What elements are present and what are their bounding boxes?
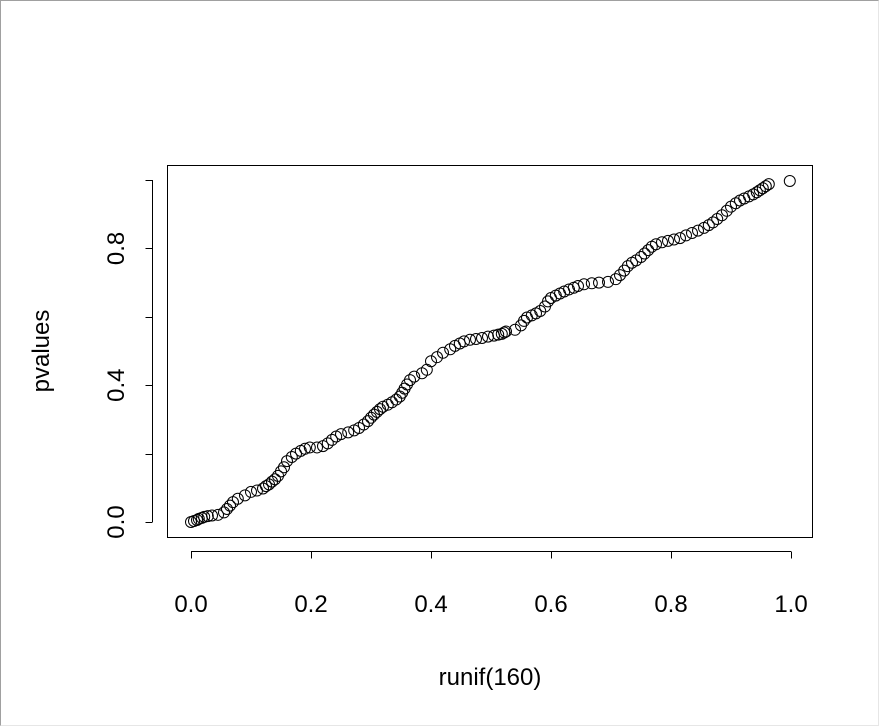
data-point xyxy=(621,260,634,273)
data-point xyxy=(390,393,403,406)
data-point xyxy=(578,278,590,291)
data-point xyxy=(231,492,244,505)
data-point xyxy=(686,227,698,240)
data-point xyxy=(593,276,605,289)
data-point xyxy=(431,351,443,364)
data-point xyxy=(492,328,505,341)
data-point xyxy=(500,325,512,338)
data-point xyxy=(464,333,476,346)
data-point xyxy=(201,510,214,523)
data-points xyxy=(185,175,796,528)
data-point xyxy=(563,283,575,296)
data-point xyxy=(680,229,692,242)
x-tick-label: 0.2 xyxy=(294,591,327,618)
x-axis-label: runif(160) xyxy=(439,664,542,691)
y-tick-label: 0.0 xyxy=(103,505,130,538)
data-point xyxy=(278,461,290,474)
data-point xyxy=(398,382,411,395)
x-tick-label: 0.0 xyxy=(174,591,207,618)
data-point xyxy=(534,304,547,317)
data-point xyxy=(645,240,658,253)
data-point xyxy=(221,503,233,516)
data-point xyxy=(374,403,386,416)
data-point xyxy=(692,224,704,237)
data-point xyxy=(458,335,470,348)
data-point xyxy=(618,264,631,277)
data-point xyxy=(437,346,449,359)
x-tick-label: 0.6 xyxy=(534,591,567,618)
data-point xyxy=(656,236,668,249)
data-point xyxy=(759,180,772,193)
data-point xyxy=(720,204,733,217)
data-point xyxy=(642,244,655,257)
data-point xyxy=(585,277,598,290)
data-point xyxy=(257,482,269,495)
data-point xyxy=(396,386,409,399)
data-point xyxy=(281,455,293,468)
data-point xyxy=(342,426,355,439)
data-point xyxy=(542,295,554,308)
data-point xyxy=(408,370,421,383)
data-point xyxy=(707,216,719,229)
data-point xyxy=(404,374,416,387)
data-point xyxy=(326,433,338,446)
data-point xyxy=(245,485,257,498)
data-point xyxy=(275,465,287,478)
data-point xyxy=(668,233,680,246)
data-point xyxy=(206,509,218,522)
data-point xyxy=(614,269,626,282)
data-point xyxy=(224,499,236,512)
y-axis: 0.0 0.4 0.8 xyxy=(103,180,153,539)
data-point xyxy=(650,238,662,251)
data-point xyxy=(470,333,482,346)
data-point xyxy=(357,418,370,431)
data-point xyxy=(239,489,251,502)
data-point xyxy=(321,437,334,450)
data-point xyxy=(476,332,488,345)
data-point xyxy=(635,250,647,263)
x-tick-label: 0.8 xyxy=(654,591,687,618)
data-point xyxy=(393,390,406,403)
data-point xyxy=(425,355,437,368)
data-point xyxy=(762,178,775,191)
data-point xyxy=(198,510,211,523)
data-point xyxy=(266,475,278,488)
data-point xyxy=(269,473,281,486)
data-point xyxy=(753,184,766,197)
data-point xyxy=(509,323,521,336)
data-point xyxy=(212,508,224,521)
data-point xyxy=(674,232,686,245)
data-point xyxy=(335,428,347,441)
data-point xyxy=(750,186,763,199)
data-point xyxy=(260,480,272,493)
x-tick-label: 0.4 xyxy=(414,591,447,618)
data-point xyxy=(572,280,584,293)
y-axis-label: pvalues xyxy=(28,310,55,393)
data-point xyxy=(303,441,316,454)
data-point xyxy=(638,247,651,260)
data-point xyxy=(602,275,614,288)
data-point xyxy=(299,442,311,455)
data-point xyxy=(311,441,323,454)
data-point xyxy=(662,234,674,247)
data-point xyxy=(362,415,374,428)
data-point xyxy=(756,182,769,195)
data-point xyxy=(747,188,760,201)
plot-box xyxy=(167,165,813,538)
x-axis: 0.0 0.2 0.4 0.6 0.8 1.0 xyxy=(174,551,808,618)
y-tick-label: 0.8 xyxy=(103,232,130,265)
data-point xyxy=(609,273,622,286)
data-point xyxy=(218,506,230,519)
data-point xyxy=(716,209,728,222)
data-point xyxy=(285,451,298,464)
data-point xyxy=(365,411,377,424)
x-tick-label: 1.0 xyxy=(774,591,807,618)
data-point xyxy=(783,175,796,188)
y-tick-label: 0.4 xyxy=(103,369,130,402)
